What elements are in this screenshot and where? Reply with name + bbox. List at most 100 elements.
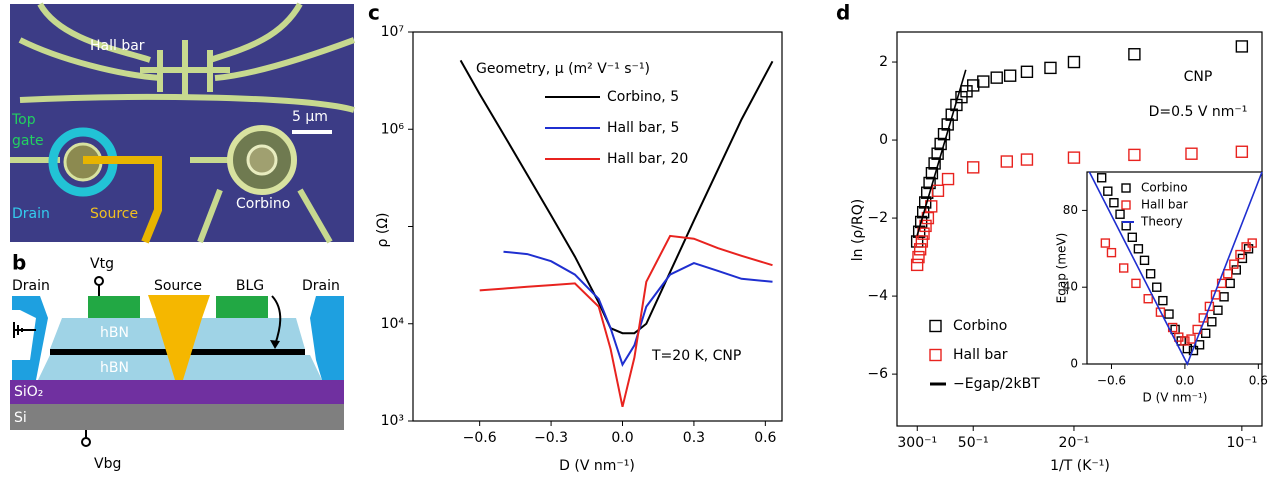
y-tick-label: 10⁶ xyxy=(381,121,405,137)
x-tick-label: −0.3 xyxy=(534,430,568,446)
micrograph-label: Corbino xyxy=(236,196,290,212)
schematic-label: Drain xyxy=(12,278,50,294)
lead xyxy=(19,94,355,113)
x-tick-label: 20⁻¹ xyxy=(1059,435,1090,451)
data-point xyxy=(914,215,928,229)
drain-contact xyxy=(310,296,344,380)
y-axis-label: ln (ρ/RQ) xyxy=(850,199,866,262)
schematic-label: Drain xyxy=(302,278,340,294)
x-tick-label: −0.6 xyxy=(1097,374,1126,388)
micrograph-label: 5 μm xyxy=(292,109,328,125)
chart: −0.6 0.0 0.6 0 40 80 D (V nm⁻¹) Egap (meV) Corbi… xyxy=(1055,171,1268,405)
legend-label: Hall bar, 20 xyxy=(607,151,688,167)
terminal xyxy=(81,437,91,447)
lead xyxy=(157,40,213,95)
legend-label: Corbino, 5 xyxy=(607,89,679,105)
data-point xyxy=(1020,153,1034,166)
lead xyxy=(18,37,161,81)
y-axis-label: Egap (meV) xyxy=(1055,233,1069,304)
panel-label: d xyxy=(836,1,850,25)
data-point xyxy=(1096,173,1107,183)
data-point xyxy=(941,172,955,186)
series-line xyxy=(479,234,773,408)
series-line xyxy=(916,69,967,236)
data-point xyxy=(1235,40,1249,53)
legend-label: Theory xyxy=(1140,215,1183,229)
annotation: T=20 K, CNP xyxy=(651,348,741,364)
source-contact xyxy=(148,295,210,380)
schematic-label: BLG xyxy=(236,278,264,294)
schematic: Drain Vtg Source BLG Drain hBN hBN SiO₂ … xyxy=(10,256,344,472)
data-point xyxy=(937,128,951,141)
data-point xyxy=(1127,232,1137,242)
data-point xyxy=(1155,307,1166,317)
lead xyxy=(197,188,333,244)
data-point xyxy=(1143,294,1153,304)
data-point xyxy=(1000,155,1014,168)
legend-swatch xyxy=(1121,183,1131,193)
schematic-label: hBN xyxy=(100,360,129,376)
x-tick-label: 0.0 xyxy=(611,430,633,446)
data-point xyxy=(1235,249,1245,260)
data-point xyxy=(912,250,925,264)
panel-label: b xyxy=(12,251,26,275)
legend-swatch xyxy=(1121,200,1131,210)
schematic-label: hBN xyxy=(100,325,129,341)
chart: −0.6 −0.3 0.0 0.3 0.6 10³ 10⁴ 10⁶ 10⁷ D (V nm⁻¹) ρ… xyxy=(375,24,783,474)
data-point xyxy=(1003,69,1017,82)
legend-label: Corbino xyxy=(953,318,1007,334)
data-point xyxy=(1185,147,1198,160)
data-point xyxy=(967,79,980,92)
data-point xyxy=(1133,244,1144,254)
schematic-label: Source xyxy=(154,278,202,294)
data-point xyxy=(931,147,944,160)
data-point xyxy=(1115,209,1125,219)
x-tick-label: 10⁻¹ xyxy=(1226,435,1257,451)
data-point xyxy=(1216,278,1227,289)
x-tick-label: 0.6 xyxy=(754,430,776,446)
legend-label: Hall bar, 5 xyxy=(607,120,679,136)
y-tick-label: −2 xyxy=(867,210,888,226)
series-line xyxy=(459,59,774,335)
data-point xyxy=(1247,238,1257,248)
top-gate xyxy=(88,296,140,318)
corbino-center xyxy=(246,144,278,176)
data-point xyxy=(1139,255,1150,266)
annotation: D=0.5 V nm⁻¹ xyxy=(1149,104,1248,120)
data-point xyxy=(967,161,980,174)
data-point xyxy=(1020,65,1034,78)
x-tick-label: 0.6 xyxy=(1249,374,1268,388)
y-tick-label: 10⁷ xyxy=(381,24,404,40)
micrograph-label: Source xyxy=(90,206,138,222)
data-point xyxy=(1067,55,1081,69)
x-tick-label: 0.0 xyxy=(1175,374,1194,388)
data-point xyxy=(934,137,947,151)
x-tick-label: −0.6 xyxy=(463,430,497,446)
ground-symbol xyxy=(13,322,36,338)
y-tick-label: 2 xyxy=(879,54,888,70)
x-tick-label: 50⁻¹ xyxy=(958,435,989,451)
data-point xyxy=(913,243,927,256)
annotation: CNP xyxy=(1184,69,1213,85)
data-point xyxy=(1158,295,1168,306)
data-point xyxy=(923,176,936,190)
source-lead xyxy=(83,156,162,244)
arrow-head xyxy=(270,340,280,349)
y-axis-label: ρ (Ω) xyxy=(375,213,391,248)
micrograph-label: Hall bar xyxy=(90,38,145,54)
legend-title: Geometry, μ (m² V⁻¹ s⁻¹) xyxy=(476,61,650,77)
x-axis-label: 1/T (K⁻¹) xyxy=(1050,458,1110,474)
schematic-label: Vbg xyxy=(94,456,121,472)
legend-swatch xyxy=(929,348,942,362)
data-point xyxy=(1180,336,1190,346)
lead xyxy=(37,2,151,63)
y-tick-label: 40 xyxy=(1063,280,1078,294)
data-point xyxy=(1186,334,1196,344)
schematic-label: Vtg xyxy=(90,256,114,272)
lead xyxy=(214,37,356,81)
series-line xyxy=(1088,171,1263,366)
data-point xyxy=(915,235,929,248)
micrograph-leads xyxy=(10,2,356,244)
legend-label: Hall bar xyxy=(953,347,1008,363)
